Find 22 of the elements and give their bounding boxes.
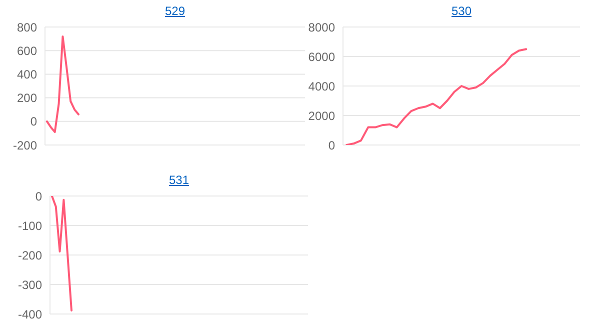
y-tick-label: 0: [35, 189, 42, 204]
y-tick-label: 400: [16, 67, 38, 82]
y-tick-label: 6000: [308, 50, 336, 64]
chart-title: 530: [450, 4, 473, 18]
y-tick-label: -300: [18, 278, 42, 292]
y-tick-label: 8000: [308, 20, 336, 34]
y-tick-label: 4000: [308, 79, 336, 94]
y-tick-label: -400: [18, 307, 42, 322]
y-tick-label: -200: [12, 138, 38, 152]
y-tick-label: 600: [16, 44, 38, 58]
y-tick-label: 800: [16, 20, 38, 34]
line-series: [46, 35, 80, 134]
y-tick-label: 0: [30, 114, 38, 129]
y-tick-label: 2000: [308, 108, 336, 123]
y-tick-label: 0: [328, 138, 336, 152]
chart-title: 531: [168, 173, 190, 187]
line-series: [50, 196, 72, 312]
y-tick-label: -100: [18, 218, 42, 233]
chart-title: 529: [164, 4, 186, 18]
y-tick-label: -200: [18, 248, 42, 262]
y-tick-label: 200: [16, 91, 38, 106]
line-series: [346, 48, 528, 145]
